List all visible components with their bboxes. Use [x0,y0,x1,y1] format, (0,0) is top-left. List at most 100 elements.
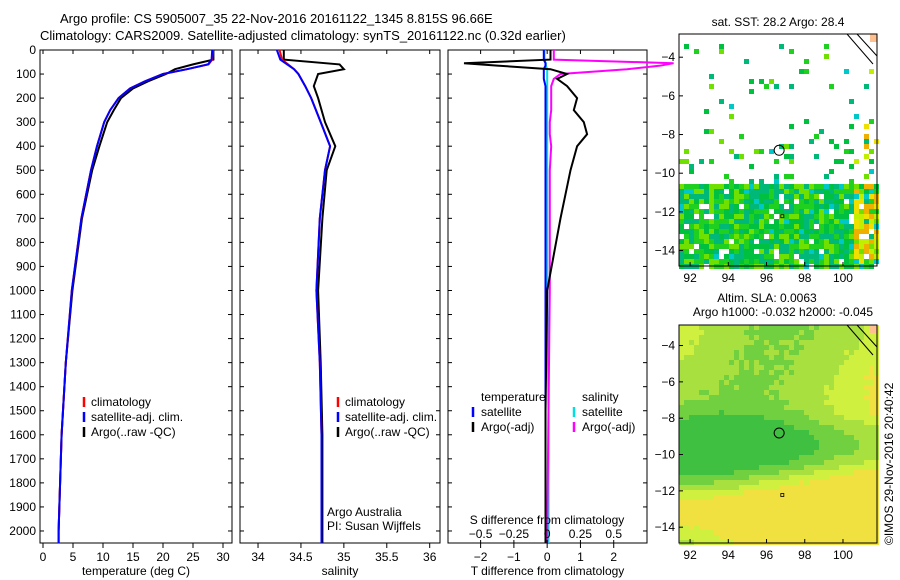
map-cell [799,460,804,465]
map-cell [774,259,779,264]
map-cell [834,460,839,465]
map-cell [719,525,724,530]
map-cell [694,370,699,375]
map-cell [774,465,779,470]
map-cell [704,405,709,410]
map-cell [814,455,819,460]
map-cell [849,189,854,194]
map-cell [709,335,714,340]
map-cell [714,495,719,500]
map-cell [779,415,784,420]
map-cell [689,380,694,385]
map-cell [804,370,809,375]
map-cell [824,535,829,540]
map-cell [699,340,704,345]
map-cell [854,445,859,450]
map-cell [769,465,774,470]
map-cell [834,335,839,340]
map-cell [714,515,719,520]
map-cell [719,495,724,500]
map-cell [824,460,829,465]
map-cell [714,475,719,480]
map-cell [729,254,734,259]
map-cell [809,485,814,490]
map-cell [714,234,719,239]
map-cell [754,199,759,204]
map-cell [724,480,729,485]
map-cell [869,234,874,239]
map-cell [799,330,804,335]
map-cell [869,189,874,194]
map-cell [794,520,799,525]
map-cell [719,435,724,440]
map-cell [774,360,779,365]
map-cell [699,485,704,490]
map-cell [859,470,864,475]
map-cell [739,400,744,405]
map-cell [694,249,699,254]
map-cell [724,254,729,259]
map-cell [784,475,789,480]
map-cell [739,425,744,430]
map-cell [814,450,819,455]
map-cell [789,355,794,360]
map-cell [704,249,709,254]
map-cell [734,239,739,244]
map-cell [759,500,764,505]
map-cell [799,440,804,445]
map-cell [764,495,769,500]
map-cell [814,505,819,510]
map-cell [754,515,759,520]
map-cell [744,219,749,224]
map-cell [834,194,839,199]
map-cell [704,510,709,515]
map-cell [829,525,834,530]
map-cell [819,515,824,520]
map-cell [769,390,774,395]
map-cell [789,209,794,214]
map-cell [864,375,869,380]
map-cell [804,259,809,264]
map-cell [699,254,704,259]
map-cell [704,325,709,330]
map-cell [759,405,764,410]
map-cell [764,530,769,535]
map-cell [829,420,834,425]
map-cell [869,214,874,219]
map-cell [819,370,824,375]
legend-label: climatology [91,395,151,409]
map-cell [864,425,869,430]
map-cell [774,525,779,530]
map-cell [759,380,764,385]
map-cell [754,445,759,450]
map-cell [699,415,704,420]
map-cell [864,244,869,249]
map-cell [734,465,739,470]
map-cell [714,420,719,425]
map-cell [689,450,694,455]
map-cell [699,470,704,475]
map-cell [714,330,719,335]
map-cell [829,450,834,455]
map-cell [754,204,759,209]
map-cell [684,530,689,535]
map-cell [839,249,844,254]
map-cell [694,490,699,495]
map-cell [694,465,699,470]
map-cell [869,495,874,500]
map-cell [724,535,729,540]
map-cell [854,204,859,209]
map-cell [744,415,749,420]
map-cell [824,415,829,420]
y-tick-label: 700 [16,211,36,225]
map-cell [844,214,849,219]
map-cell [719,420,724,425]
map-cell [684,254,689,259]
map-cell [854,395,859,400]
map-cell [724,219,729,224]
map-cell [684,535,689,540]
map-cell [794,189,799,194]
map-cell [829,390,834,395]
map-cell [784,224,789,229]
map-cell [859,490,864,495]
